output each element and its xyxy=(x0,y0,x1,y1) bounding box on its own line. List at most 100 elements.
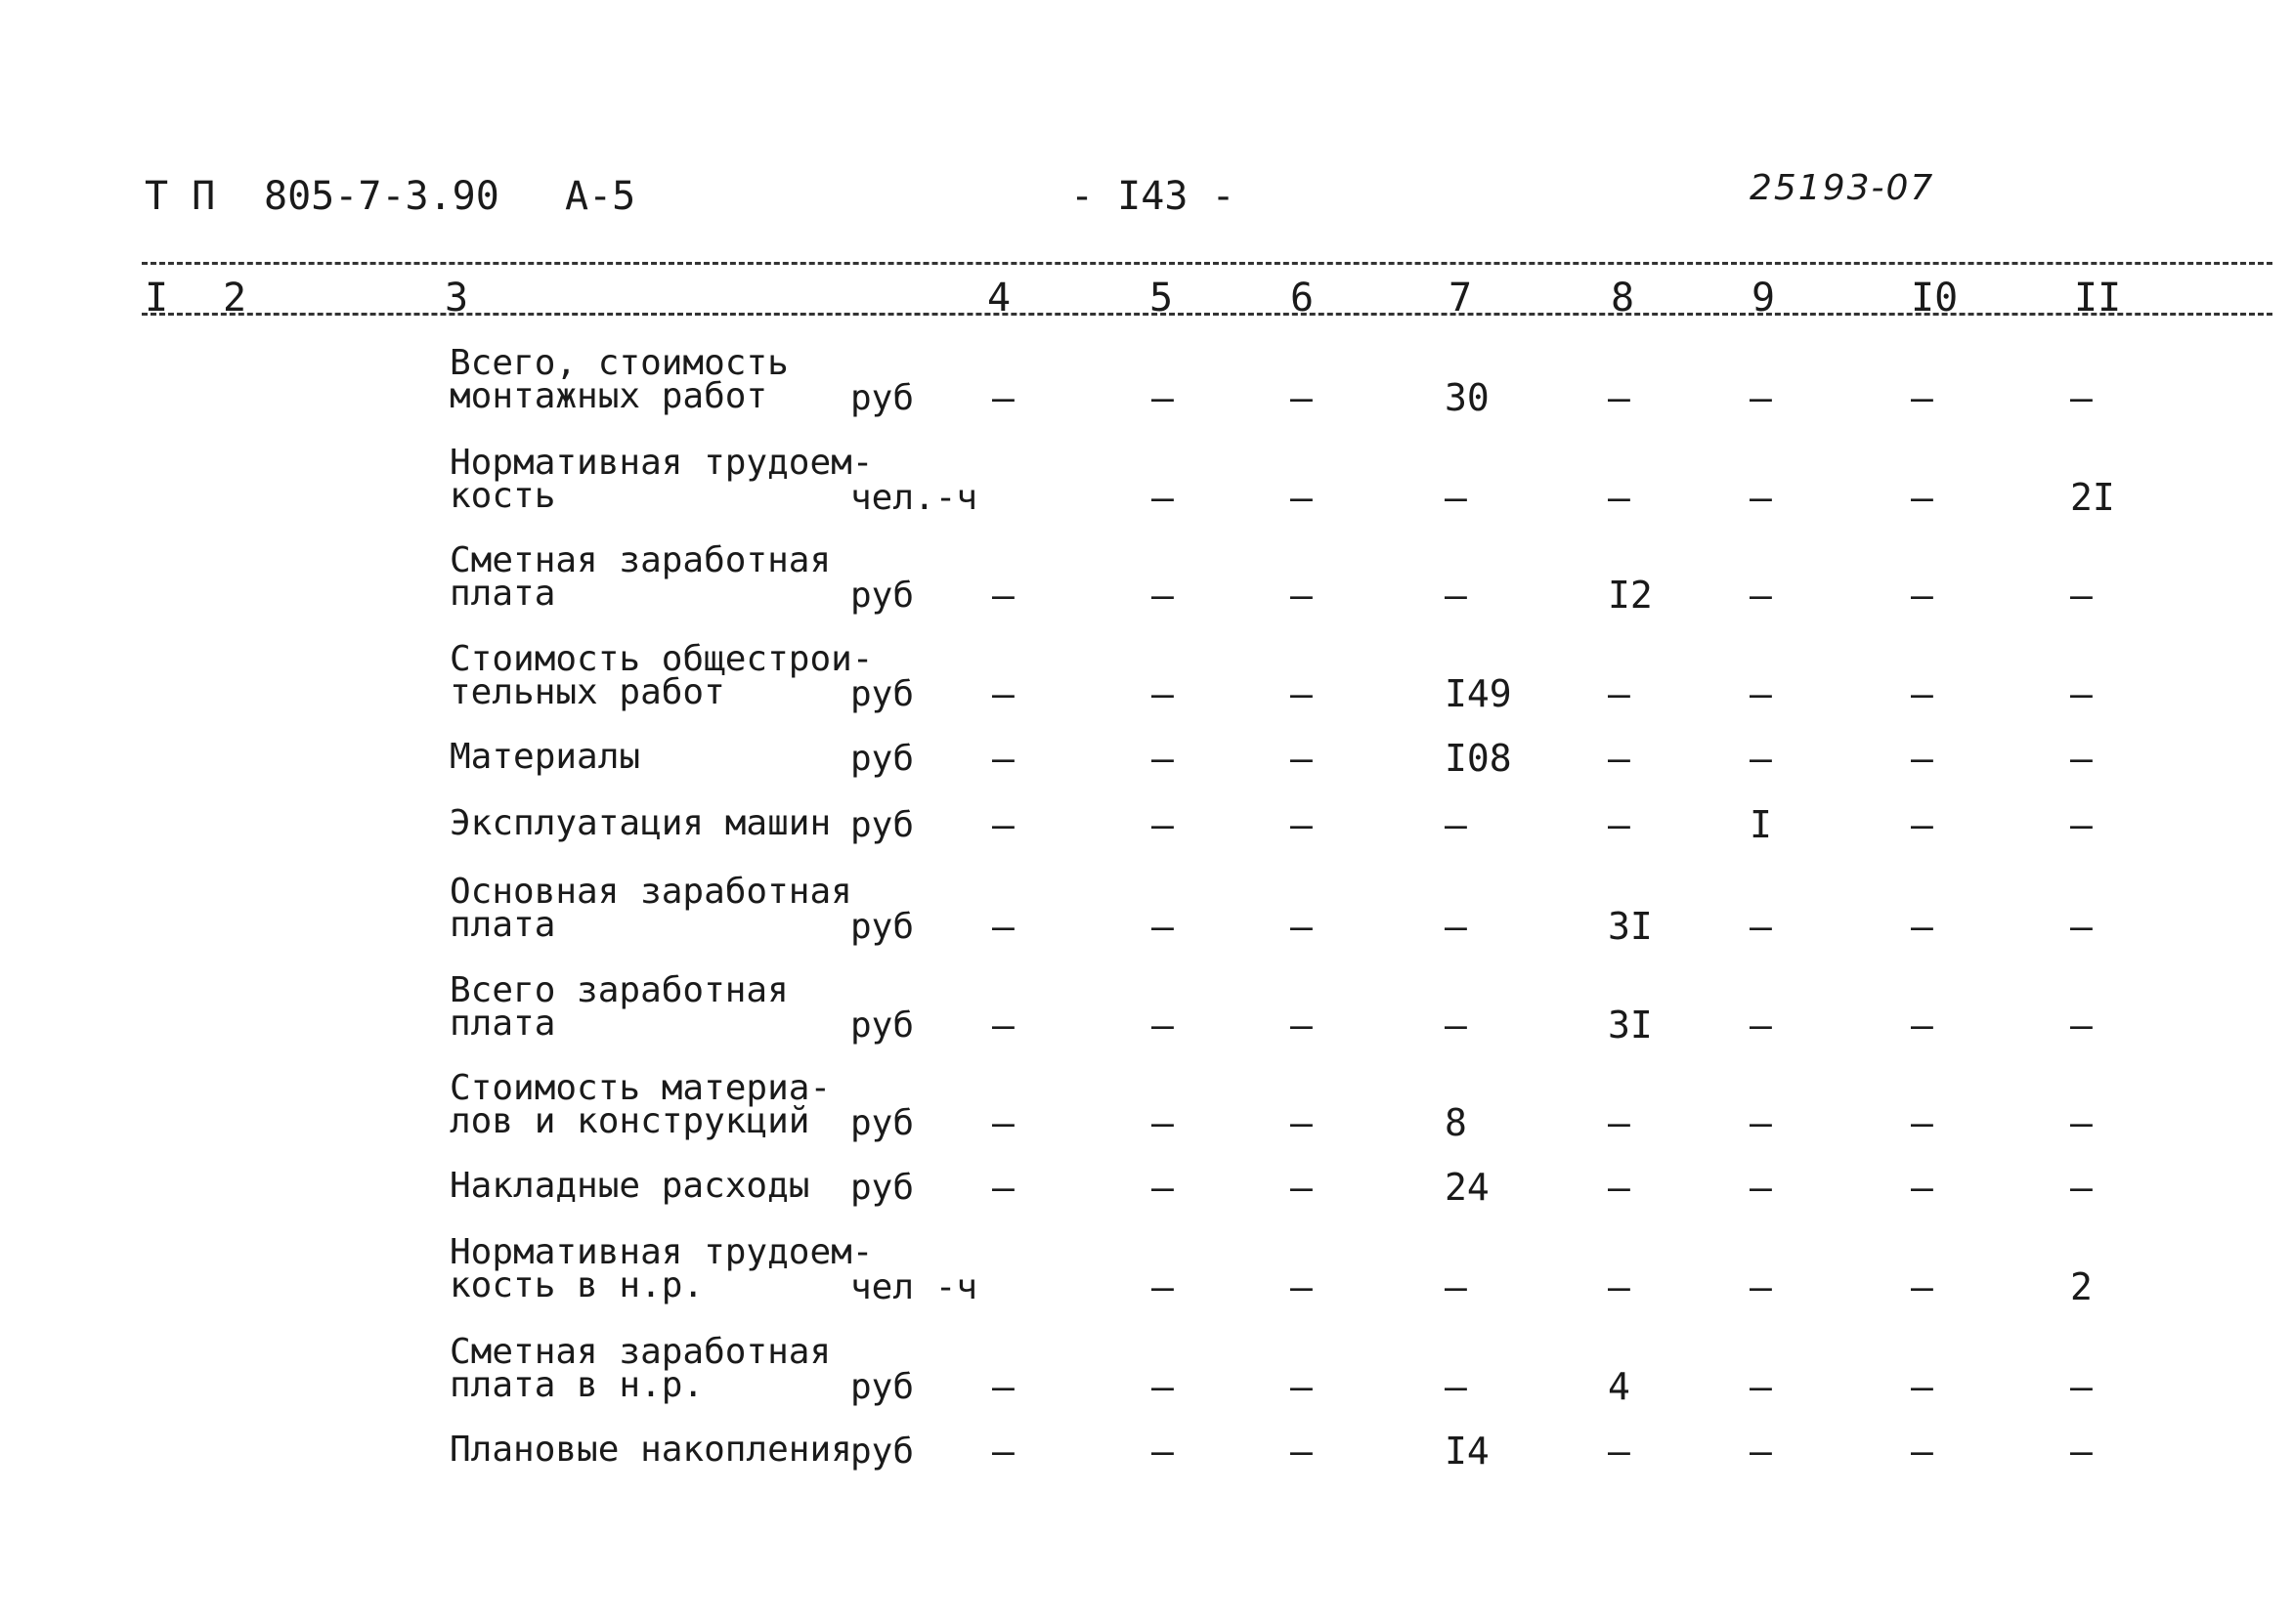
unit-cell: руб xyxy=(850,805,915,845)
row-label-line: Нормативная трудоем- xyxy=(450,1232,874,1272)
value-cell: – xyxy=(1750,376,1772,419)
value-cell: – xyxy=(2070,803,2093,846)
value-cell: – xyxy=(1608,1101,1630,1144)
row-label-line: Сметная заработная xyxy=(450,540,832,580)
value-cell: I08 xyxy=(1445,737,1512,780)
value-cell: – xyxy=(2070,1430,2093,1473)
value-cell: – xyxy=(1911,1430,1933,1473)
value-cell: – xyxy=(1290,737,1313,780)
value-cell: 24 xyxy=(1445,1166,1490,1209)
value-cell: – xyxy=(2070,672,2093,715)
unit-cell: руб xyxy=(850,739,915,779)
row-label-line: Стоимость общестрои- xyxy=(450,639,874,679)
row-label-line: плата xyxy=(450,1004,556,1044)
value-cell: – xyxy=(992,905,1015,948)
value-cell: – xyxy=(1290,1265,1313,1308)
row-label-line: Плановые накопления xyxy=(450,1430,852,1470)
row-label-line: Накладные расходы xyxy=(450,1166,810,1206)
value-cell: – xyxy=(1911,376,1933,419)
unit-cell: руб xyxy=(850,1103,915,1143)
value-cell: – xyxy=(1750,1265,1772,1308)
row-label-line: монтажных работ xyxy=(450,376,768,416)
value-cell: – xyxy=(1750,1166,1772,1209)
value-cell: – xyxy=(1750,737,1772,780)
value-cell: 3I xyxy=(1608,905,1653,948)
unit-cell: руб xyxy=(850,1432,915,1472)
value-cell: – xyxy=(1445,803,1467,846)
value-cell: – xyxy=(1151,803,1174,846)
value-cell: – xyxy=(2070,1365,2093,1408)
row-label-line: Всего заработная xyxy=(450,970,789,1010)
value-cell: – xyxy=(992,1430,1015,1473)
row-label-line: плата xyxy=(450,574,556,614)
row-label-line: кость в н.р. xyxy=(450,1265,705,1305)
value-cell: – xyxy=(1445,1265,1467,1308)
value-cell: – xyxy=(1445,1004,1467,1047)
series-code: Т П xyxy=(145,174,216,219)
row-label-line: Нормативная трудоем- xyxy=(450,443,874,483)
value-cell: – xyxy=(2070,1166,2093,1209)
value-cell: – xyxy=(1911,476,1933,519)
value-cell: – xyxy=(1608,476,1630,519)
row-label-line: плата xyxy=(450,905,556,945)
value-cell: – xyxy=(1608,737,1630,780)
value-cell: 4 xyxy=(1608,1365,1630,1408)
value-cell: – xyxy=(1151,1166,1174,1209)
row-label-line: лов и конструкций xyxy=(450,1101,810,1141)
value-cell: – xyxy=(2070,905,2093,948)
value-cell: I49 xyxy=(1445,672,1512,715)
unit-cell: руб xyxy=(850,576,915,616)
value-cell: I2 xyxy=(1608,574,1653,617)
value-cell: – xyxy=(1290,1004,1313,1047)
value-cell: – xyxy=(1608,672,1630,715)
value-cell: – xyxy=(1290,1166,1313,1209)
value-cell: – xyxy=(2070,376,2093,419)
value-cell: – xyxy=(1290,1101,1313,1144)
value-cell: – xyxy=(1911,737,1933,780)
row-label: Стоимость общестрои-тельных работ xyxy=(450,639,874,710)
row-label: Всего заработная плата xyxy=(450,970,789,1044)
value-cell: – xyxy=(1290,1430,1313,1473)
row-label: Накладные расходы xyxy=(450,1166,810,1206)
value-cell: – xyxy=(1911,905,1933,948)
unit-cell: чел.-ч xyxy=(850,478,978,518)
value-cell: 2I xyxy=(2070,476,2115,519)
row-label-line: плата в н.р. xyxy=(450,1365,705,1405)
value-cell: I xyxy=(1750,803,1772,846)
value-cell: – xyxy=(1911,803,1933,846)
value-cell: 30 xyxy=(1445,376,1490,419)
row-label-line: Материалы xyxy=(450,737,641,777)
value-cell: – xyxy=(1290,905,1313,948)
value-cell: – xyxy=(992,1101,1015,1144)
value-cell: – xyxy=(1911,672,1933,715)
row-label-line: Эксплуатация машин xyxy=(450,803,832,843)
value-cell: – xyxy=(1750,1430,1772,1473)
row-label: Нормативная трудоем-кость в н.р. xyxy=(450,1232,874,1305)
unit-cell: руб xyxy=(850,1168,915,1208)
row-label: Сметная заработная плата в н.р. xyxy=(450,1332,832,1405)
unit-cell: чел -ч xyxy=(850,1267,978,1307)
value-cell: – xyxy=(1445,905,1467,948)
unit-cell: руб xyxy=(850,674,915,714)
value-cell: – xyxy=(992,737,1015,780)
row-label-line: Сметная заработная xyxy=(450,1332,832,1372)
value-cell: – xyxy=(1151,1004,1174,1047)
value-cell: – xyxy=(992,1166,1015,1209)
value-cell: – xyxy=(1608,803,1630,846)
value-cell: 8 xyxy=(1445,1101,1467,1144)
value-cell: – xyxy=(1290,803,1313,846)
value-cell: – xyxy=(992,376,1015,419)
value-cell: I4 xyxy=(1445,1430,1490,1473)
value-cell: – xyxy=(1750,574,1772,617)
value-cell: – xyxy=(1151,1101,1174,1144)
row-label: Стоимость материа-лов и конструкций xyxy=(450,1071,831,1141)
value-cell: – xyxy=(1608,1166,1630,1209)
value-cell: – xyxy=(1911,1101,1933,1144)
value-cell: – xyxy=(992,1365,1015,1408)
value-cell: – xyxy=(992,672,1015,715)
value-cell: – xyxy=(1750,476,1772,519)
value-cell: – xyxy=(2070,737,2093,780)
row-label: Материалы xyxy=(450,737,641,777)
value-cell: – xyxy=(1445,1365,1467,1408)
header-divider xyxy=(142,262,2272,265)
